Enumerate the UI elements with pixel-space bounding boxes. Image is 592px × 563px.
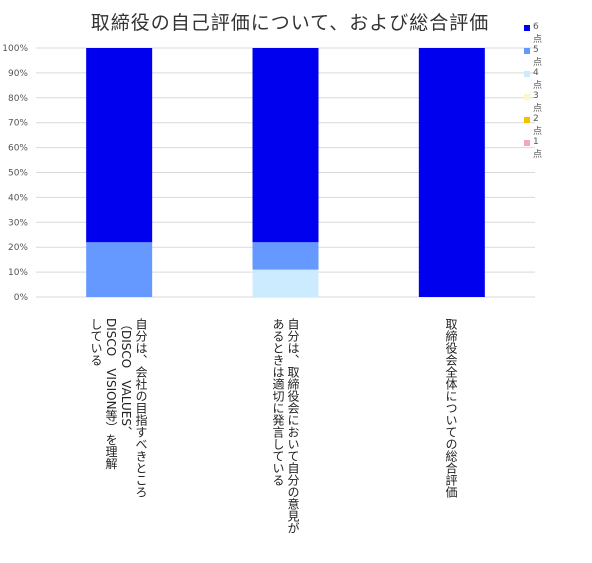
y-tick-label: 80%	[8, 94, 28, 104]
y-tick-label: 30%	[8, 218, 28, 228]
legend-label: 2点	[533, 114, 543, 137]
legend-swatch	[524, 25, 530, 31]
bar-segment	[86, 48, 153, 243]
legend-swatch	[524, 71, 530, 77]
y-tick-label: 40%	[8, 193, 28, 203]
legend-label: 3点	[533, 91, 543, 114]
y-tick-label: 70%	[8, 119, 28, 129]
y-tick-label: 100%	[2, 44, 28, 54]
y-tick-label: 10%	[8, 268, 28, 278]
bar-segment	[86, 242, 153, 297]
bar-segment	[252, 269, 319, 297]
category-label-3: 取締役会全体についての総合評価	[444, 318, 458, 498]
bar-segment	[418, 48, 485, 297]
category-label-2: 自分は、取締役会において自分の意見が あるときは適切に発言している	[271, 318, 300, 534]
bar-segment	[252, 242, 319, 270]
y-tick-label: 90%	[8, 69, 28, 79]
legend-label: 5点	[533, 45, 543, 68]
bar-segment	[252, 48, 319, 243]
y-tick-label: 60%	[8, 144, 28, 154]
category-label-1: 自分は、会社の目指すべきところ （DISCO VALUES、 DISCO VIS…	[89, 318, 148, 498]
y-tick-label: 20%	[8, 243, 28, 253]
legend-swatch	[524, 140, 530, 146]
y-tick-label: 0%	[14, 293, 29, 303]
chart-title: 取締役の自己評価について、および総合評価	[90, 12, 490, 34]
legend-label: 4点	[533, 68, 543, 91]
legend-swatch	[524, 94, 530, 100]
legend-swatch	[524, 117, 530, 123]
legend-swatch	[524, 48, 530, 54]
legend-label: 1点	[533, 137, 543, 160]
legend-label: 6点	[533, 22, 543, 45]
y-tick-label: 50%	[8, 169, 28, 179]
